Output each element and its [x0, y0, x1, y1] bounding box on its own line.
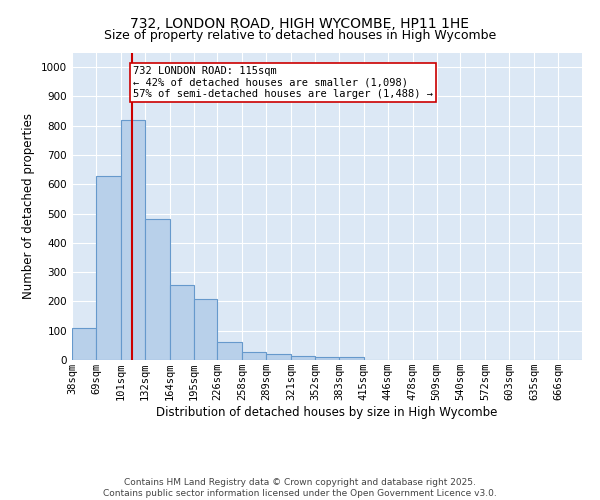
Bar: [266, 354, 291, 360]
Bar: [291, 356, 315, 360]
Bar: [145, 220, 170, 360]
Text: 732, LONDON ROAD, HIGH WYCOMBE, HP11 1HE: 732, LONDON ROAD, HIGH WYCOMBE, HP11 1HE: [131, 18, 470, 32]
X-axis label: Distribution of detached houses by size in High Wycombe: Distribution of detached houses by size …: [157, 406, 497, 419]
Bar: [315, 357, 339, 360]
Text: Size of property relative to detached houses in High Wycombe: Size of property relative to detached ho…: [104, 29, 496, 42]
Bar: [96, 176, 121, 360]
Bar: [194, 298, 217, 360]
Text: Contains HM Land Registry data © Crown copyright and database right 2025.
Contai: Contains HM Land Registry data © Crown c…: [103, 478, 497, 498]
Bar: [242, 352, 266, 360]
Text: 732 LONDON ROAD: 115sqm
← 42% of detached houses are smaller (1,098)
57% of semi: 732 LONDON ROAD: 115sqm ← 42% of detache…: [133, 66, 433, 99]
Bar: [339, 357, 364, 360]
Bar: [170, 286, 194, 360]
Bar: [121, 120, 145, 360]
Y-axis label: Number of detached properties: Number of detached properties: [22, 114, 35, 299]
Bar: [72, 328, 96, 360]
Bar: [217, 342, 242, 360]
